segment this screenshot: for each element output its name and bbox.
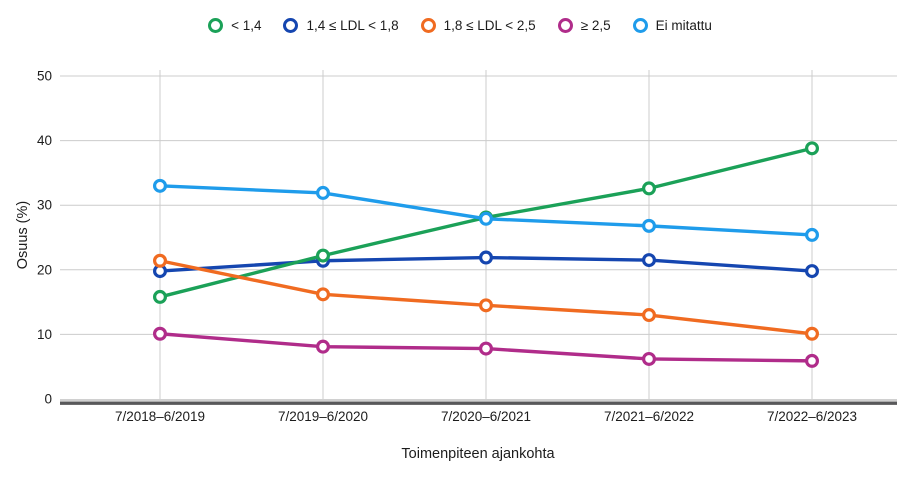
y-tick-label: 30 [37, 198, 52, 213]
data-point-marker[interactable] [316, 185, 331, 200]
data-point-marker[interactable] [641, 351, 656, 366]
data-point-marker[interactable] [804, 353, 819, 368]
x-tick-label: 7/2021–6/2022 [604, 409, 694, 424]
y-tick-label: 50 [37, 69, 52, 84]
legend-item-label: 1,8 ≤ LDL < 2,5 [443, 17, 536, 33]
data-point-marker[interactable] [804, 264, 819, 279]
x-tick-label: 7/2022–6/2023 [767, 409, 857, 424]
legend-marker-icon [420, 17, 436, 33]
data-point-marker[interactable] [153, 178, 168, 193]
data-point-marker[interactable] [804, 326, 819, 341]
data-point-marker[interactable] [479, 250, 494, 265]
legend-marker-icon [283, 17, 299, 33]
y-tick-label: 40 [37, 133, 52, 148]
y-tick-label: 10 [37, 327, 52, 342]
data-point-marker[interactable] [641, 253, 656, 268]
data-point-marker[interactable] [641, 308, 656, 323]
data-point-marker[interactable] [804, 227, 819, 242]
data-point-marker[interactable] [479, 298, 494, 313]
legend-item-label: < 1,4 [231, 17, 262, 33]
y-tick-label: 20 [37, 262, 52, 277]
data-point-marker[interactable] [479, 211, 494, 226]
legend-item[interactable]: < 1,4 [208, 17, 262, 33]
data-point-marker[interactable] [641, 218, 656, 233]
chart-legend: < 1,4 1,4 ≤ LDL < 1,8 1,8 ≤ LDL < 2,5 ≥ 2,5… [0, 11, 920, 39]
legend-marker-icon [632, 17, 648, 33]
data-point-marker[interactable] [316, 287, 331, 302]
legend-marker-icon [557, 17, 573, 33]
x-tick-label: 7/2018–6/2019 [115, 409, 205, 424]
legend-marker-icon [208, 17, 224, 33]
y-tick-label: 0 [44, 392, 52, 407]
data-point-marker[interactable] [641, 181, 656, 196]
legend-item-label: Ei mitattu [655, 17, 712, 33]
x-axis-title: Toimenpiteen ajankohta [401, 446, 555, 462]
data-point-marker[interactable] [153, 253, 168, 268]
legend-item[interactable]: 1,4 ≤ LDL < 1,8 [283, 17, 399, 33]
x-tick-label: 7/2019–6/2020 [278, 409, 368, 424]
y-axis-title: Osuus (%) [15, 200, 31, 270]
legend-item[interactable]: Ei mitattu [632, 17, 712, 33]
legend-item-label: ≥ 2,5 [580, 17, 611, 33]
data-point-marker[interactable] [479, 341, 494, 356]
legend-item[interactable]: 1,8 ≤ LDL < 2,5 [420, 17, 536, 33]
data-point-marker[interactable] [153, 326, 168, 341]
data-point-marker[interactable] [153, 289, 168, 304]
legend-item-label: 1,4 ≤ LDL < 1,8 [306, 17, 399, 33]
data-point-marker[interactable] [316, 339, 331, 354]
data-point-marker[interactable] [316, 248, 331, 263]
x-tick-label: 7/2020–6/2021 [441, 409, 531, 424]
legend-item[interactable]: ≥ 2,5 [557, 17, 611, 33]
data-point-marker[interactable] [804, 141, 819, 156]
